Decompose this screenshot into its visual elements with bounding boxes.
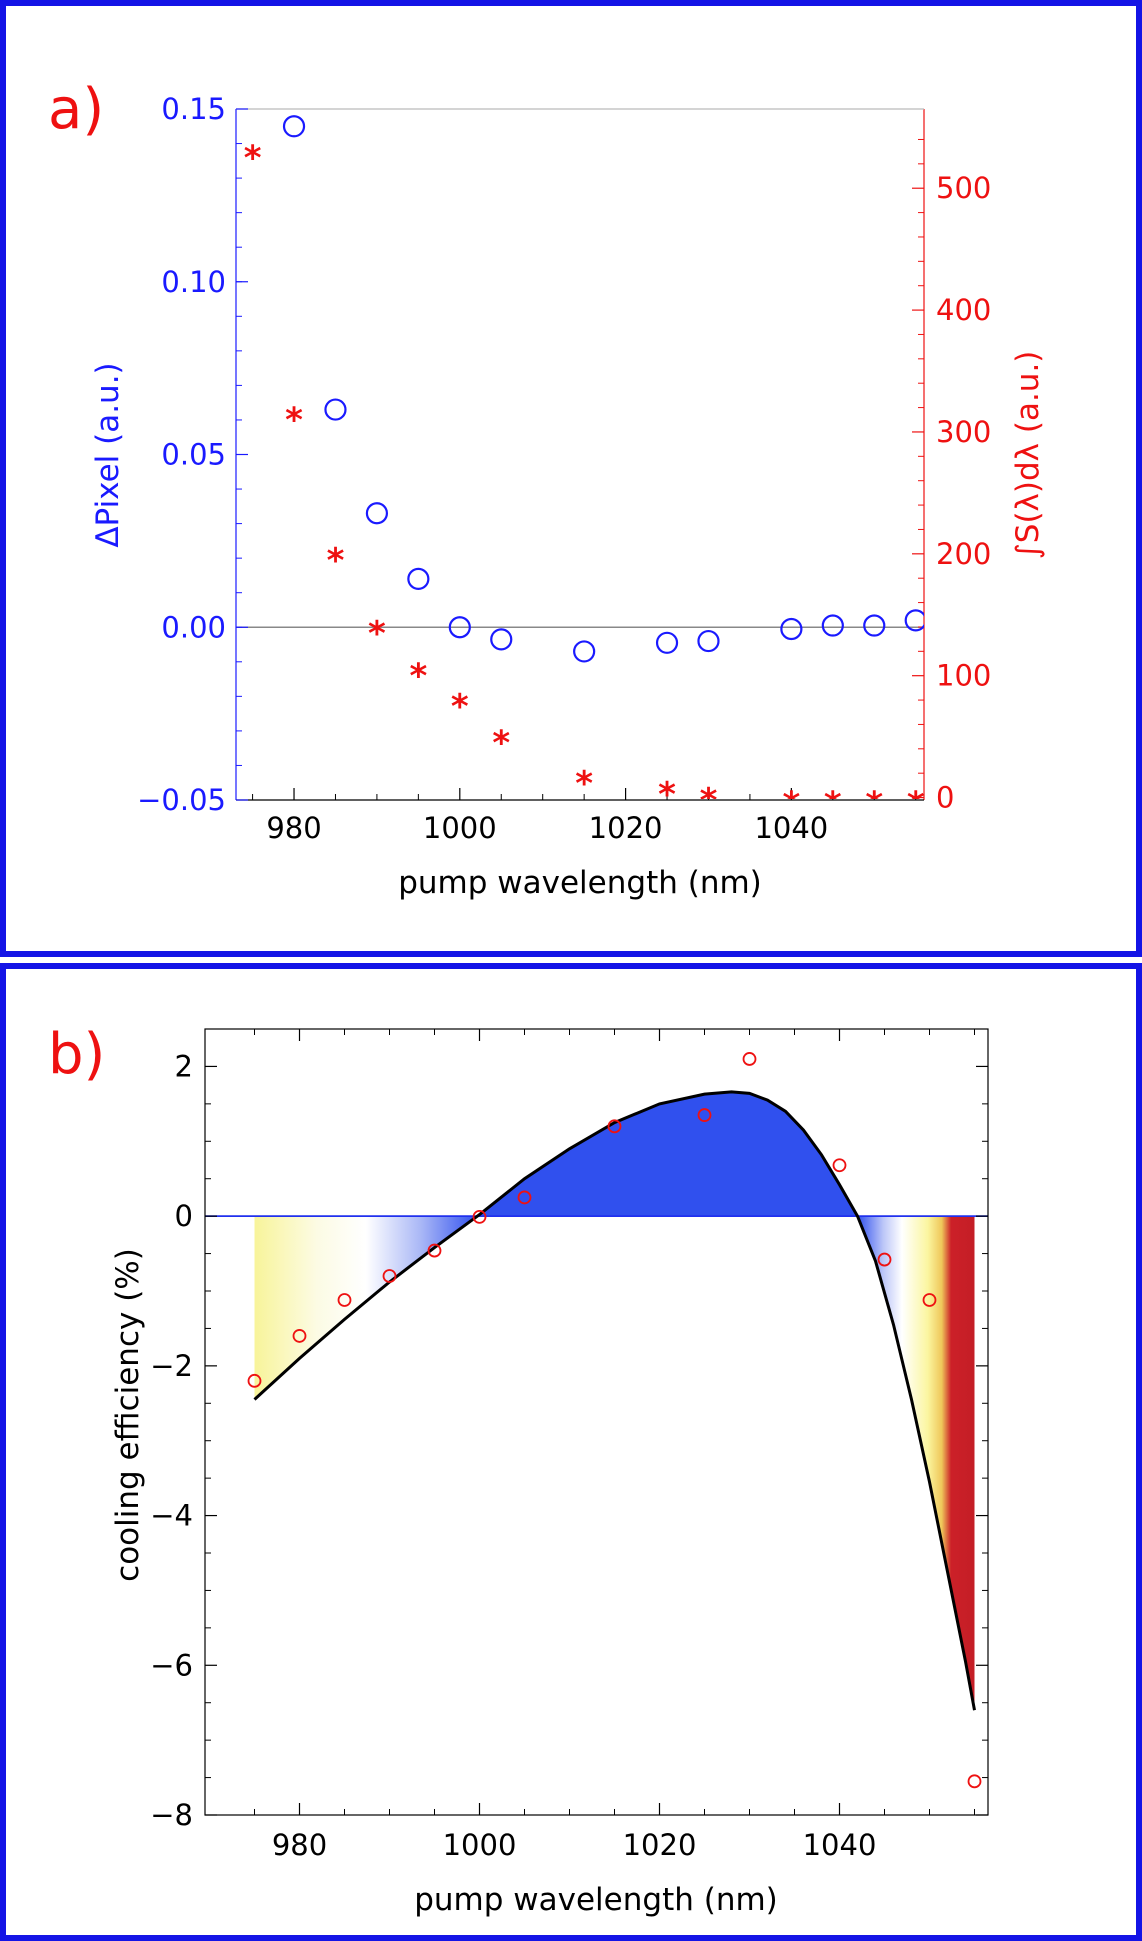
x-tick-label: 1040 [754, 811, 828, 845]
panel-b-heating-fill-left [254, 1216, 478, 1400]
x-tick-label: 1020 [589, 811, 663, 845]
panel-a-right-ticks: 500 400 300 200 100 0 [912, 138, 991, 815]
measured-point [382, 1269, 397, 1283]
measured-point [292, 1329, 307, 1343]
panel-a-left-ticks: 0.15 0.10 0.05 0.00 −0.05 [137, 92, 248, 817]
measured-point [967, 1774, 982, 1789]
delta-pixel-point [904, 609, 924, 632]
y-tick-label: −8 [150, 1798, 193, 1832]
integral-point: * [285, 401, 303, 441]
delta-pixel-point [282, 115, 306, 138]
integral-point: * [575, 764, 593, 804]
delta-pixel-point [365, 502, 389, 525]
panel-b-x-ticks: 980 1000 1020 1040 [254, 1029, 975, 1862]
left-tick-label: 0.05 [161, 438, 226, 472]
panel-b-y-ticks: 2 0 −2 −4 −6 −8 [150, 1028, 988, 1832]
x-tick-label: 1000 [443, 1828, 517, 1862]
measured-point [607, 1119, 622, 1134]
left-tick-label: 0.10 [161, 265, 226, 299]
measured-point [877, 1252, 892, 1267]
panel-a-x-ticks: 980 1000 1020 1040 [252, 788, 917, 845]
panel-b-model-curve [253, 1090, 976, 1711]
measured-point [517, 1190, 532, 1205]
integral-point: * [658, 775, 676, 815]
right-tick-label: 300 [936, 415, 991, 449]
delta-pixel-point [490, 628, 513, 651]
panel-b-frame [0, 963, 1142, 1941]
panel-a-integral-series: * * * * * * * * * * * * * * [244, 139, 925, 825]
integral-point: * [327, 541, 345, 581]
y-tick-label: −4 [150, 1499, 193, 1533]
delta-pixel-point [863, 614, 886, 637]
panel-a-delta-pixel-series [282, 115, 924, 663]
integral-point: * [368, 614, 386, 654]
panel-a-x-title: pump wavelength (nm) [398, 865, 762, 901]
x-tick-label: 1020 [623, 1828, 697, 1862]
measured-point [697, 1108, 712, 1122]
panel-b-y-title: cooling efficiency (%) [110, 1248, 146, 1582]
panel-b-plot-frame [204, 1028, 989, 1816]
panel-b-cooling-fill [477, 1091, 858, 1217]
integral-point: * [700, 781, 718, 821]
panel-a-frame [0, 0, 1142, 957]
panel-b: b) 980 1000 1020 1040 2 0 −2 −4 −6 −8 pump wavel… [0, 963, 1142, 1941]
right-tick-label: 500 [936, 171, 991, 205]
right-tick-label: 400 [936, 293, 991, 327]
measured-point [337, 1293, 352, 1307]
panel-a-right-title: ∫S(λ)dλ (a.u.) [1010, 351, 1046, 560]
left-tick-label: 0.00 [161, 610, 226, 644]
panel-a-label: a) [48, 77, 104, 142]
panel-b-label: b) [48, 1022, 105, 1087]
delta-pixel-point [697, 629, 720, 653]
y-tick-label: −6 [150, 1648, 193, 1682]
x-tick-label: 980 [272, 1828, 327, 1862]
panel-b-measured-series [247, 1052, 982, 1789]
measured-point [922, 1293, 937, 1307]
measured-point [247, 1373, 262, 1388]
integral-point: * [244, 139, 262, 179]
integral-point: * [865, 785, 883, 825]
integral-point: * [451, 687, 469, 727]
right-tick-label: 0 [936, 781, 954, 815]
y-tick-label: 2 [175, 1049, 193, 1083]
right-tick-label: 200 [936, 537, 991, 571]
y-tick-label: 0 [175, 1199, 193, 1233]
delta-pixel-point [573, 640, 596, 663]
delta-pixel-point [780, 617, 803, 641]
x-tick-label: 980 [266, 811, 321, 845]
y-tick-label: −2 [150, 1349, 193, 1383]
panel-b-heating-fill-right [857, 1216, 975, 1711]
panel-a-left-title: ΔPixel (a.u.) [90, 362, 126, 547]
measured-point [472, 1209, 487, 1224]
left-tick-label: −0.05 [137, 783, 226, 817]
left-tick-label: 0.15 [161, 92, 226, 126]
integral-point: * [824, 785, 842, 825]
x-tick-label: 1000 [423, 811, 497, 845]
integral-point: * [907, 785, 925, 825]
panel-a: a) 980 1000 1020 1040 0.150.100.050.00−0.05… [0, 0, 1142, 957]
integral-point: * [782, 785, 800, 825]
delta-pixel-point [448, 616, 471, 639]
measured-point [742, 1052, 757, 1066]
delta-pixel-point [655, 631, 679, 654]
x-tick-label: 1040 [803, 1828, 877, 1862]
measured-point [832, 1158, 847, 1173]
delta-pixel-point [821, 614, 844, 637]
panel-b-x-title: pump wavelength (nm) [414, 1882, 778, 1918]
delta-pixel-point [324, 398, 347, 421]
right-tick-label: 100 [936, 659, 991, 693]
delta-pixel-point [407, 567, 430, 590]
integral-point: * [409, 657, 427, 697]
measured-point [427, 1243, 442, 1258]
integral-point: * [492, 724, 510, 764]
